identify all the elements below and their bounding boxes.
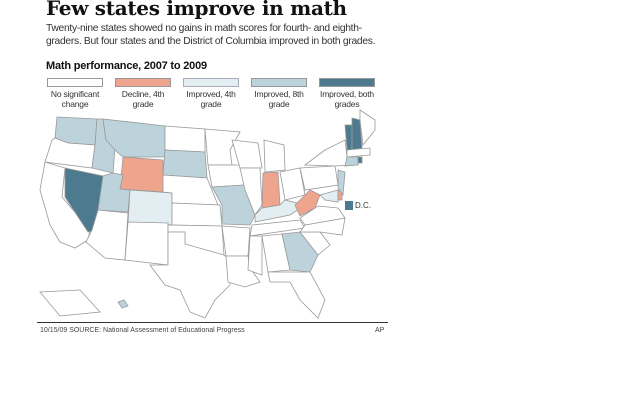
state-in xyxy=(261,171,281,209)
state-il xyxy=(239,167,263,216)
state-wy xyxy=(119,156,164,193)
state-az xyxy=(85,209,129,261)
legend-swatch xyxy=(115,78,171,87)
legend-label: Improved, 8th grade xyxy=(254,89,304,109)
state-md xyxy=(319,189,339,203)
state-me xyxy=(359,109,376,146)
state-wi xyxy=(231,139,263,169)
legend-item-decline4: Decline, 4th grade xyxy=(114,78,172,109)
state-ny xyxy=(303,139,349,167)
state-ak xyxy=(39,289,101,317)
state-ct xyxy=(344,156,359,167)
state-la xyxy=(225,255,261,288)
legend-swatch xyxy=(251,78,307,87)
page-title: Few states improve in math xyxy=(46,0,347,20)
state-ca xyxy=(39,161,91,249)
legend-label: No significant change xyxy=(50,89,100,109)
state-ga xyxy=(281,231,319,273)
state-ms xyxy=(247,235,263,276)
state-ar xyxy=(221,225,251,257)
legend-swatch xyxy=(319,78,375,87)
dc-marker: D.C. xyxy=(345,201,371,210)
legend-item-both: Improved, both grades xyxy=(318,78,376,109)
state-co xyxy=(127,189,173,226)
legend-swatch xyxy=(183,78,239,87)
legend-label: Improved, 4th grade xyxy=(186,89,236,109)
state-nh xyxy=(351,117,363,151)
legend-label: Decline, 4th grade xyxy=(121,89,165,109)
state-ia xyxy=(207,164,246,188)
subtitle: Twenty-nine states showed no gains in ma… xyxy=(46,23,376,47)
state-mn xyxy=(204,128,241,166)
state-hi xyxy=(117,299,129,309)
state-wv xyxy=(294,189,321,217)
state-ks xyxy=(171,202,223,227)
legend-item-none: No significant change xyxy=(46,78,104,109)
dc-label: D.C. xyxy=(355,201,371,210)
legend-item-imp8: Improved, 8th grade xyxy=(250,78,308,109)
state-fl xyxy=(267,271,326,319)
state-ri xyxy=(357,156,363,164)
credit: AP xyxy=(375,327,385,334)
state-tx xyxy=(149,231,233,319)
legend-label: Improved, both grades xyxy=(320,89,374,109)
source-note: 10/15/09 SOURCE: National Assessment of … xyxy=(40,327,245,334)
state-sd xyxy=(162,149,208,179)
state-nd xyxy=(164,125,206,153)
state-pa xyxy=(299,165,339,191)
dc-swatch xyxy=(345,201,353,210)
state-nm xyxy=(124,221,169,266)
legend-title: Math performance, 2007 to 2009 xyxy=(46,60,207,72)
state-nj xyxy=(337,169,346,197)
legend-item-imp4: Improved, 4th grade xyxy=(182,78,240,109)
footer-rule xyxy=(37,322,388,323)
state-ky xyxy=(254,199,306,223)
state-mi xyxy=(263,139,286,173)
state-ma xyxy=(346,147,371,158)
legend-swatch xyxy=(47,78,103,87)
